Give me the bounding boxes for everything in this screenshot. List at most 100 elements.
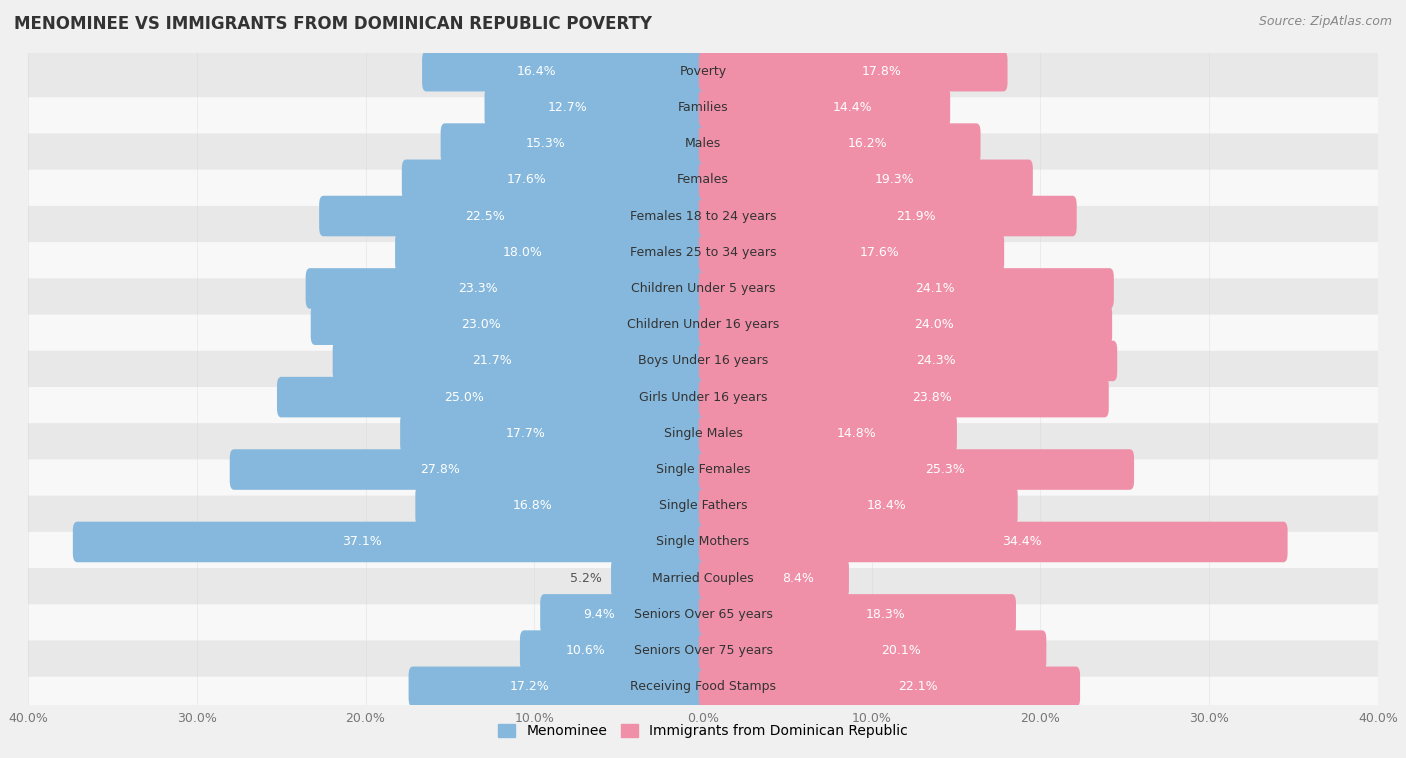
Text: 37.1%: 37.1%: [342, 535, 381, 549]
Text: Married Couples: Married Couples: [652, 572, 754, 584]
FancyBboxPatch shape: [422, 51, 707, 92]
Text: 17.6%: 17.6%: [860, 246, 900, 258]
FancyBboxPatch shape: [395, 232, 707, 273]
Text: 20.1%: 20.1%: [882, 644, 921, 657]
Text: 18.0%: 18.0%: [503, 246, 543, 258]
Text: Children Under 16 years: Children Under 16 years: [627, 318, 779, 331]
Legend: Menominee, Immigrants from Dominican Republic: Menominee, Immigrants from Dominican Rep…: [494, 719, 912, 744]
Text: 16.8%: 16.8%: [513, 500, 553, 512]
FancyBboxPatch shape: [305, 268, 707, 309]
Text: Seniors Over 75 years: Seniors Over 75 years: [634, 644, 772, 657]
Text: Single Mothers: Single Mothers: [657, 535, 749, 549]
Text: 16.2%: 16.2%: [848, 137, 887, 150]
Text: 24.0%: 24.0%: [914, 318, 953, 331]
Text: 18.4%: 18.4%: [866, 500, 907, 512]
FancyBboxPatch shape: [22, 371, 1384, 423]
Text: Children Under 5 years: Children Under 5 years: [631, 282, 775, 295]
FancyBboxPatch shape: [22, 226, 1384, 278]
Text: 22.1%: 22.1%: [898, 681, 938, 694]
FancyBboxPatch shape: [277, 377, 707, 418]
FancyBboxPatch shape: [699, 449, 1135, 490]
FancyBboxPatch shape: [699, 340, 1118, 381]
FancyBboxPatch shape: [22, 588, 1384, 641]
Text: Males: Males: [685, 137, 721, 150]
FancyBboxPatch shape: [22, 262, 1384, 315]
Text: Boys Under 16 years: Boys Under 16 years: [638, 355, 768, 368]
Text: Single Females: Single Females: [655, 463, 751, 476]
FancyBboxPatch shape: [699, 51, 1008, 92]
Text: 22.5%: 22.5%: [465, 209, 505, 223]
Text: 21.7%: 21.7%: [472, 355, 512, 368]
Text: 17.7%: 17.7%: [505, 427, 546, 440]
Text: 12.7%: 12.7%: [548, 101, 588, 114]
FancyBboxPatch shape: [699, 305, 1112, 345]
Text: 24.1%: 24.1%: [915, 282, 955, 295]
FancyBboxPatch shape: [22, 190, 1384, 242]
Text: 10.6%: 10.6%: [565, 644, 605, 657]
FancyBboxPatch shape: [401, 413, 707, 453]
Text: Single Fathers: Single Fathers: [659, 500, 747, 512]
Text: 23.3%: 23.3%: [458, 282, 498, 295]
Text: 25.0%: 25.0%: [444, 390, 484, 403]
FancyBboxPatch shape: [540, 594, 707, 634]
Text: Girls Under 16 years: Girls Under 16 years: [638, 390, 768, 403]
FancyBboxPatch shape: [22, 407, 1384, 459]
FancyBboxPatch shape: [22, 81, 1384, 133]
Text: 16.4%: 16.4%: [516, 64, 557, 77]
Text: 14.4%: 14.4%: [832, 101, 873, 114]
FancyBboxPatch shape: [485, 87, 707, 127]
Text: 8.4%: 8.4%: [782, 572, 814, 584]
FancyBboxPatch shape: [22, 661, 1384, 713]
FancyBboxPatch shape: [319, 196, 707, 236]
FancyBboxPatch shape: [22, 299, 1384, 351]
FancyBboxPatch shape: [699, 631, 1046, 671]
FancyBboxPatch shape: [699, 232, 1004, 273]
FancyBboxPatch shape: [22, 552, 1384, 604]
Text: 17.6%: 17.6%: [506, 174, 546, 186]
FancyBboxPatch shape: [440, 124, 707, 164]
FancyBboxPatch shape: [699, 594, 1017, 634]
FancyBboxPatch shape: [409, 666, 707, 707]
Text: 21.9%: 21.9%: [896, 209, 936, 223]
FancyBboxPatch shape: [22, 154, 1384, 206]
Text: 17.2%: 17.2%: [510, 681, 550, 694]
Text: 17.8%: 17.8%: [862, 64, 901, 77]
FancyBboxPatch shape: [699, 268, 1114, 309]
FancyBboxPatch shape: [22, 443, 1384, 496]
Text: 14.8%: 14.8%: [837, 427, 876, 440]
Text: Females 18 to 24 years: Females 18 to 24 years: [630, 209, 776, 223]
Text: 15.3%: 15.3%: [526, 137, 565, 150]
FancyBboxPatch shape: [699, 87, 950, 127]
Text: 19.3%: 19.3%: [875, 174, 914, 186]
Text: Seniors Over 65 years: Seniors Over 65 years: [634, 608, 772, 621]
Text: Females: Females: [678, 174, 728, 186]
FancyBboxPatch shape: [22, 335, 1384, 387]
FancyBboxPatch shape: [699, 159, 1033, 200]
Text: Females 25 to 34 years: Females 25 to 34 years: [630, 246, 776, 258]
FancyBboxPatch shape: [699, 485, 1018, 526]
FancyBboxPatch shape: [229, 449, 707, 490]
Text: MENOMINEE VS IMMIGRANTS FROM DOMINICAN REPUBLIC POVERTY: MENOMINEE VS IMMIGRANTS FROM DOMINICAN R…: [14, 15, 652, 33]
FancyBboxPatch shape: [699, 377, 1109, 418]
FancyBboxPatch shape: [612, 558, 707, 599]
FancyBboxPatch shape: [520, 631, 707, 671]
Text: 23.8%: 23.8%: [912, 390, 952, 403]
FancyBboxPatch shape: [311, 305, 707, 345]
FancyBboxPatch shape: [699, 558, 849, 599]
FancyBboxPatch shape: [699, 522, 1288, 562]
FancyBboxPatch shape: [699, 124, 980, 164]
FancyBboxPatch shape: [22, 480, 1384, 532]
Text: Poverty: Poverty: [679, 64, 727, 77]
FancyBboxPatch shape: [22, 625, 1384, 677]
Text: 23.0%: 23.0%: [461, 318, 501, 331]
Text: 34.4%: 34.4%: [1001, 535, 1042, 549]
Text: Receiving Food Stamps: Receiving Food Stamps: [630, 681, 776, 694]
Text: 9.4%: 9.4%: [583, 608, 616, 621]
Text: 5.2%: 5.2%: [569, 572, 602, 584]
Text: 24.3%: 24.3%: [917, 355, 956, 368]
Text: Families: Families: [678, 101, 728, 114]
FancyBboxPatch shape: [415, 485, 707, 526]
Text: 25.3%: 25.3%: [925, 463, 965, 476]
FancyBboxPatch shape: [333, 340, 707, 381]
Text: 27.8%: 27.8%: [420, 463, 460, 476]
